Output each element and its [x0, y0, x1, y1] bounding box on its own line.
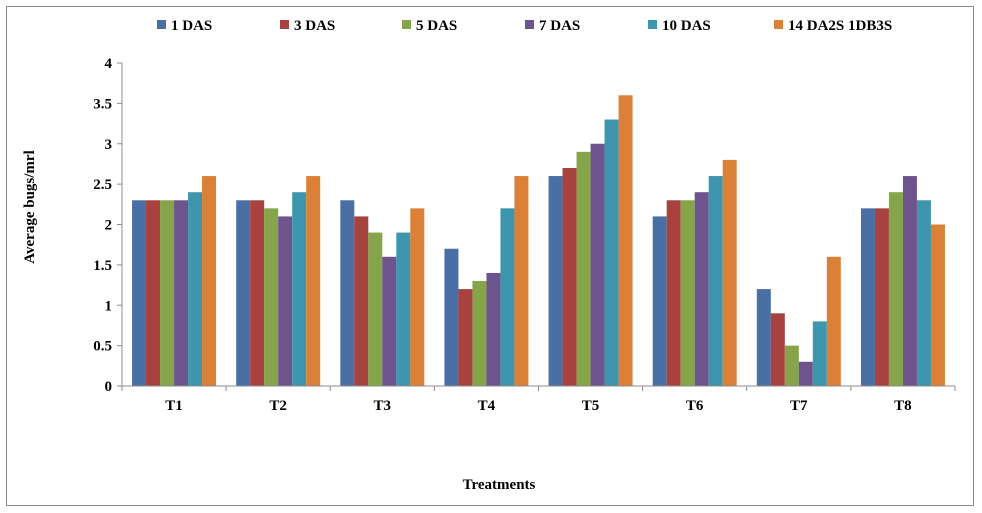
- bar: [812, 321, 827, 386]
- legend-swatch: [280, 20, 289, 29]
- legend-swatch: [402, 20, 411, 29]
- bar: [514, 176, 529, 386]
- bar: [500, 208, 515, 386]
- bar: [576, 151, 591, 386]
- bar: [472, 281, 487, 386]
- x-tick-label: T8: [894, 398, 912, 414]
- bar: [548, 176, 563, 386]
- x-axis-title: Treatments: [463, 477, 536, 493]
- x-tick-label: T7: [790, 398, 808, 414]
- legend: 1 DAS 3 DAS 5 DAS 7 DAS 10 DAS 14 DA2S 1DB3S: [157, 18, 892, 34]
- x-tick-label: T2: [269, 398, 287, 414]
- bar: [160, 200, 175, 386]
- x-tick-label: T1: [165, 398, 183, 414]
- chart-frame: 1 DAS 3 DAS 5 DAS 7 DAS 10 DAS 14 DA2S 1DB3S …: [6, 6, 974, 506]
- y-axis-title: Average bugs/mrl: [22, 150, 38, 263]
- bar: [784, 345, 799, 386]
- x-tick-label: T3: [374, 398, 392, 414]
- y-tick-label: 4: [105, 56, 113, 72]
- bar: [236, 200, 251, 386]
- bar: [382, 256, 397, 386]
- legend-label: 7 DAS: [539, 18, 580, 34]
- y-tick-label: 0: [105, 379, 113, 395]
- legend-label: 3 DAS: [294, 18, 335, 34]
- bar: [860, 208, 875, 386]
- y-tick-label: 3.5: [93, 96, 112, 112]
- bar: [264, 208, 279, 386]
- bar: [146, 200, 161, 386]
- bar: [666, 200, 681, 386]
- bar: [916, 200, 931, 386]
- legend-label: 10 DAS: [662, 18, 711, 34]
- y-tick-label: 1.5: [93, 258, 112, 274]
- x-axis-ticks: T1 T2 T3 T4 T5 T6 T7 T8: [121, 386, 956, 414]
- bars: [132, 95, 945, 387]
- bar: [306, 176, 321, 386]
- legend-swatch: [525, 20, 534, 29]
- bar: [292, 192, 307, 386]
- x-tick-label: T5: [582, 398, 600, 414]
- bar: [694, 192, 709, 386]
- bar: [798, 361, 813, 386]
- bar: [278, 216, 293, 386]
- y-tick-label: 2: [105, 218, 113, 234]
- bar: [756, 289, 771, 386]
- x-tick-label: T6: [686, 398, 704, 414]
- bar: [396, 232, 411, 386]
- bar: [590, 143, 605, 386]
- bar: [770, 313, 785, 386]
- bar: [604, 119, 619, 387]
- bar: [902, 176, 917, 386]
- legend-label: 14 DA2S 1DB3S: [788, 18, 892, 34]
- bar: [722, 159, 737, 386]
- bar: [486, 272, 501, 386]
- bar: [708, 176, 723, 386]
- y-axis-ticks: 0 0.5 1 1.5 2 2.5 3 3.5 4: [93, 56, 122, 395]
- y-tick-label: 2.5: [93, 177, 112, 193]
- bar: [826, 256, 841, 386]
- legend-swatch: [648, 20, 657, 29]
- bar: [874, 208, 889, 386]
- bar: [444, 248, 459, 386]
- y-tick-label: 3: [105, 137, 113, 153]
- bar: [458, 289, 473, 386]
- bar: [174, 200, 189, 386]
- bar: [562, 167, 577, 386]
- bar: [680, 200, 695, 386]
- bar: [410, 208, 425, 386]
- bar: [188, 192, 203, 386]
- bar: [202, 176, 217, 386]
- bar: [618, 95, 633, 387]
- bar: [652, 216, 667, 386]
- bar: [888, 192, 903, 386]
- bar: [368, 232, 383, 386]
- y-tick-label: 0.5: [93, 339, 112, 355]
- x-tick-label: T4: [478, 398, 496, 414]
- legend-label: 1 DAS: [171, 18, 212, 34]
- bar: [250, 200, 265, 386]
- bar: [354, 216, 369, 386]
- bar: [340, 200, 355, 386]
- y-tick-label: 1: [105, 298, 113, 314]
- bar: [132, 200, 147, 386]
- legend-swatch: [157, 20, 166, 29]
- bar-chart: 1 DAS 3 DAS 5 DAS 7 DAS 10 DAS 14 DA2S 1DB3S …: [22, 18, 956, 493]
- bar: [930, 224, 945, 386]
- legend-swatch: [774, 20, 783, 29]
- legend-label: 5 DAS: [416, 18, 457, 34]
